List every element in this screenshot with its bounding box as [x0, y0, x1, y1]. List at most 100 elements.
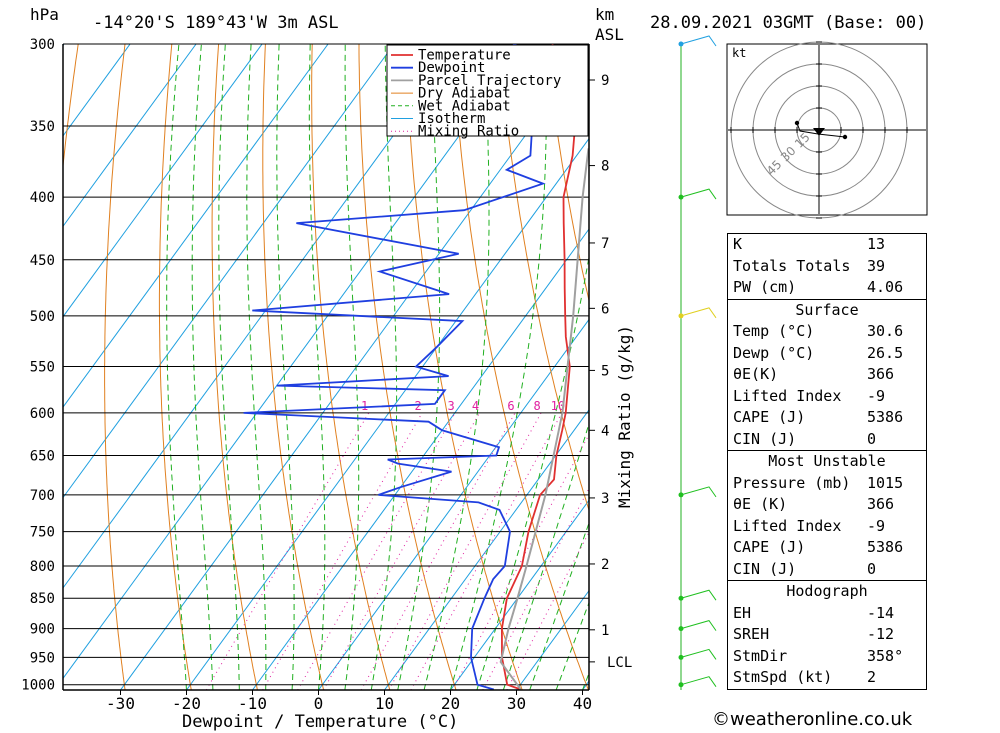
legend-label: Wet Adiabat — [418, 98, 511, 114]
most-unstable-indices: Most Unstable Pressure (mb) 1015 θE (K) 366… — [727, 450, 927, 580]
hodograph-index-label: SREH — [733, 625, 770, 643]
indices-panel: K 13 Totals Totals 39 PW (cm) 4.06 Surface Te… — [727, 233, 927, 690]
general-indices: K 13 Totals Totals 39 PW (cm) 4.06 — [727, 233, 927, 299]
legend-label: Dewpoint — [418, 60, 485, 76]
location-title: -14°20'S 189°43'W 3m ASL — [93, 13, 339, 33]
pressure-tick-label: 800 — [30, 559, 55, 575]
most-unstable-index-row: Pressure (mb) 1015 — [728, 473, 926, 495]
most-unstable-index-value: 0 — [867, 559, 877, 578]
pressure-tick-label: 350 — [30, 119, 55, 135]
isotherm-line — [450, 499, 589, 690]
most-unstable-index-value: 5386 — [867, 538, 904, 556]
dewpoint-line — [243, 44, 569, 690]
surface-index-value: 0 — [867, 429, 877, 448]
storm-motion-marker — [813, 128, 825, 136]
dry-adiabat-line — [104, 44, 126, 690]
wind-barb — [680, 676, 717, 687]
surface-indices: Surface Temp (°C) 30.6 Dewp (°C) 26.5 θE(K) 3… — [727, 298, 927, 450]
km-tick-label: 9 — [601, 73, 609, 89]
surface-index-label: Temp (°C) — [733, 322, 815, 340]
surface-index-label: CIN (J) — [733, 429, 797, 448]
dry-adiabat-line — [0, 44, 31, 690]
x-tick-label: 10 — [375, 694, 394, 713]
km-tick-label: 6 — [601, 301, 609, 317]
credit-link[interactable]: ©weatheronline.co.uk — [712, 709, 913, 730]
most-unstable-index-label: θE (K) — [733, 495, 788, 513]
wind-barb — [680, 589, 717, 601]
hodograph-index-value: 358° — [867, 646, 904, 665]
mixing-ratio-label: 6 — [507, 399, 514, 413]
wind-barbs — [678, 35, 717, 690]
x-tick-label: -30 — [106, 694, 135, 713]
km-tick-label: 8 — [601, 159, 609, 175]
legend-label: Parcel Trajectory — [418, 73, 561, 89]
wet-adiabat-line — [529, 521, 589, 690]
wet-adiabat-line — [191, 44, 214, 690]
pressure-tick-label: 700 — [30, 488, 55, 504]
x-tick-label: 0 — [314, 694, 324, 713]
wet-adiabat-line — [218, 44, 240, 690]
wind-barb — [680, 486, 717, 498]
pressure-tick-label: 300 — [30, 37, 55, 53]
km-tick-label: 1 — [601, 623, 609, 639]
asl-label: ASL — [595, 25, 624, 44]
pressure-tick-label: 900 — [30, 622, 55, 638]
x-tick-label: -10 — [238, 694, 267, 713]
dry-adiabat-line — [211, 44, 258, 690]
surface-index-label: Lifted Index — [733, 386, 842, 405]
pressure-tick-label: 450 — [30, 253, 55, 269]
most-unstable-index-value: 366 — [867, 495, 895, 513]
hodograph-title: Hodograph — [786, 582, 868, 600]
wet-adiabat-line — [423, 44, 490, 690]
dry-adiabat-line — [967, 44, 1000, 690]
surface-index-row: Lifted Index -9 — [728, 386, 926, 408]
general-index-value: 4.06 — [867, 278, 904, 296]
legend-label: Isotherm — [418, 111, 485, 127]
pressure-tick-label: 650 — [30, 448, 55, 464]
hodograph-index-value: -14 — [867, 603, 895, 622]
pressure-tick-label: 500 — [30, 309, 55, 325]
legend-box — [386, 44, 589, 137]
dry-adiabat-line — [262, 44, 325, 690]
hodograph-index-row: SREH -12 — [728, 624, 926, 646]
general-index-label: K — [733, 235, 743, 253]
wet-adiabat-line — [276, 44, 295, 690]
most-unstable-title: Most Unstable — [768, 452, 886, 470]
surface-title: Surface — [795, 300, 859, 319]
surface-index-label: θE(K) — [733, 365, 779, 383]
wind-barb — [680, 620, 717, 631]
surface-index-label: Dewp (°C) — [733, 343, 815, 362]
most-unstable-index-row: θE (K) 366 — [728, 494, 926, 516]
mixing-ratio-label: 1 — [361, 399, 368, 413]
surface-index-value: -9 — [867, 386, 886, 405]
pressure-tick-label: 1000 — [21, 678, 55, 694]
mixing-ratio-axis-title: Mixing Ratio (g/kg) — [615, 325, 634, 508]
dry-adiabat-line — [545, 44, 589, 303]
pressure-tick-label: 400 — [30, 190, 55, 206]
mixing-ratio-label: 10 — [551, 399, 565, 413]
parcel-trajectory-line — [499, 148, 589, 690]
mixing-ratio-label: 8 — [533, 399, 540, 413]
datetime-title: 28.09.2021 03GMT (Base: 00) — [650, 13, 926, 33]
profiles — [243, 44, 589, 690]
wet-adiabat-line — [502, 421, 589, 690]
mixing-ratio-label: 3 — [448, 399, 455, 413]
legend-label: Dry Adiabat — [418, 86, 511, 102]
wind-barb — [680, 188, 717, 200]
km-tick-label: 2 — [601, 557, 609, 573]
wind-barb — [680, 648, 717, 660]
dry-adiabat-line — [498, 44, 589, 512]
general-index-row: PW (cm) 4.06 — [728, 277, 926, 299]
temperature-line — [500, 44, 577, 690]
hodograph-index-value: -12 — [867, 625, 895, 643]
x-axis-title: Dewpoint / Temperature (°C) — [182, 712, 458, 732]
hodograph-index-label: EH — [733, 603, 752, 622]
isotherm-line — [63, 44, 197, 228]
x-tick-label: 30 — [507, 694, 526, 713]
surface-index-row: θE(K) 366 — [728, 364, 926, 386]
surface-index-value: 5386 — [867, 408, 904, 426]
hodograph-index-label: StmSpd (kt) — [733, 668, 833, 686]
wet-adiabat-line — [555, 601, 589, 690]
